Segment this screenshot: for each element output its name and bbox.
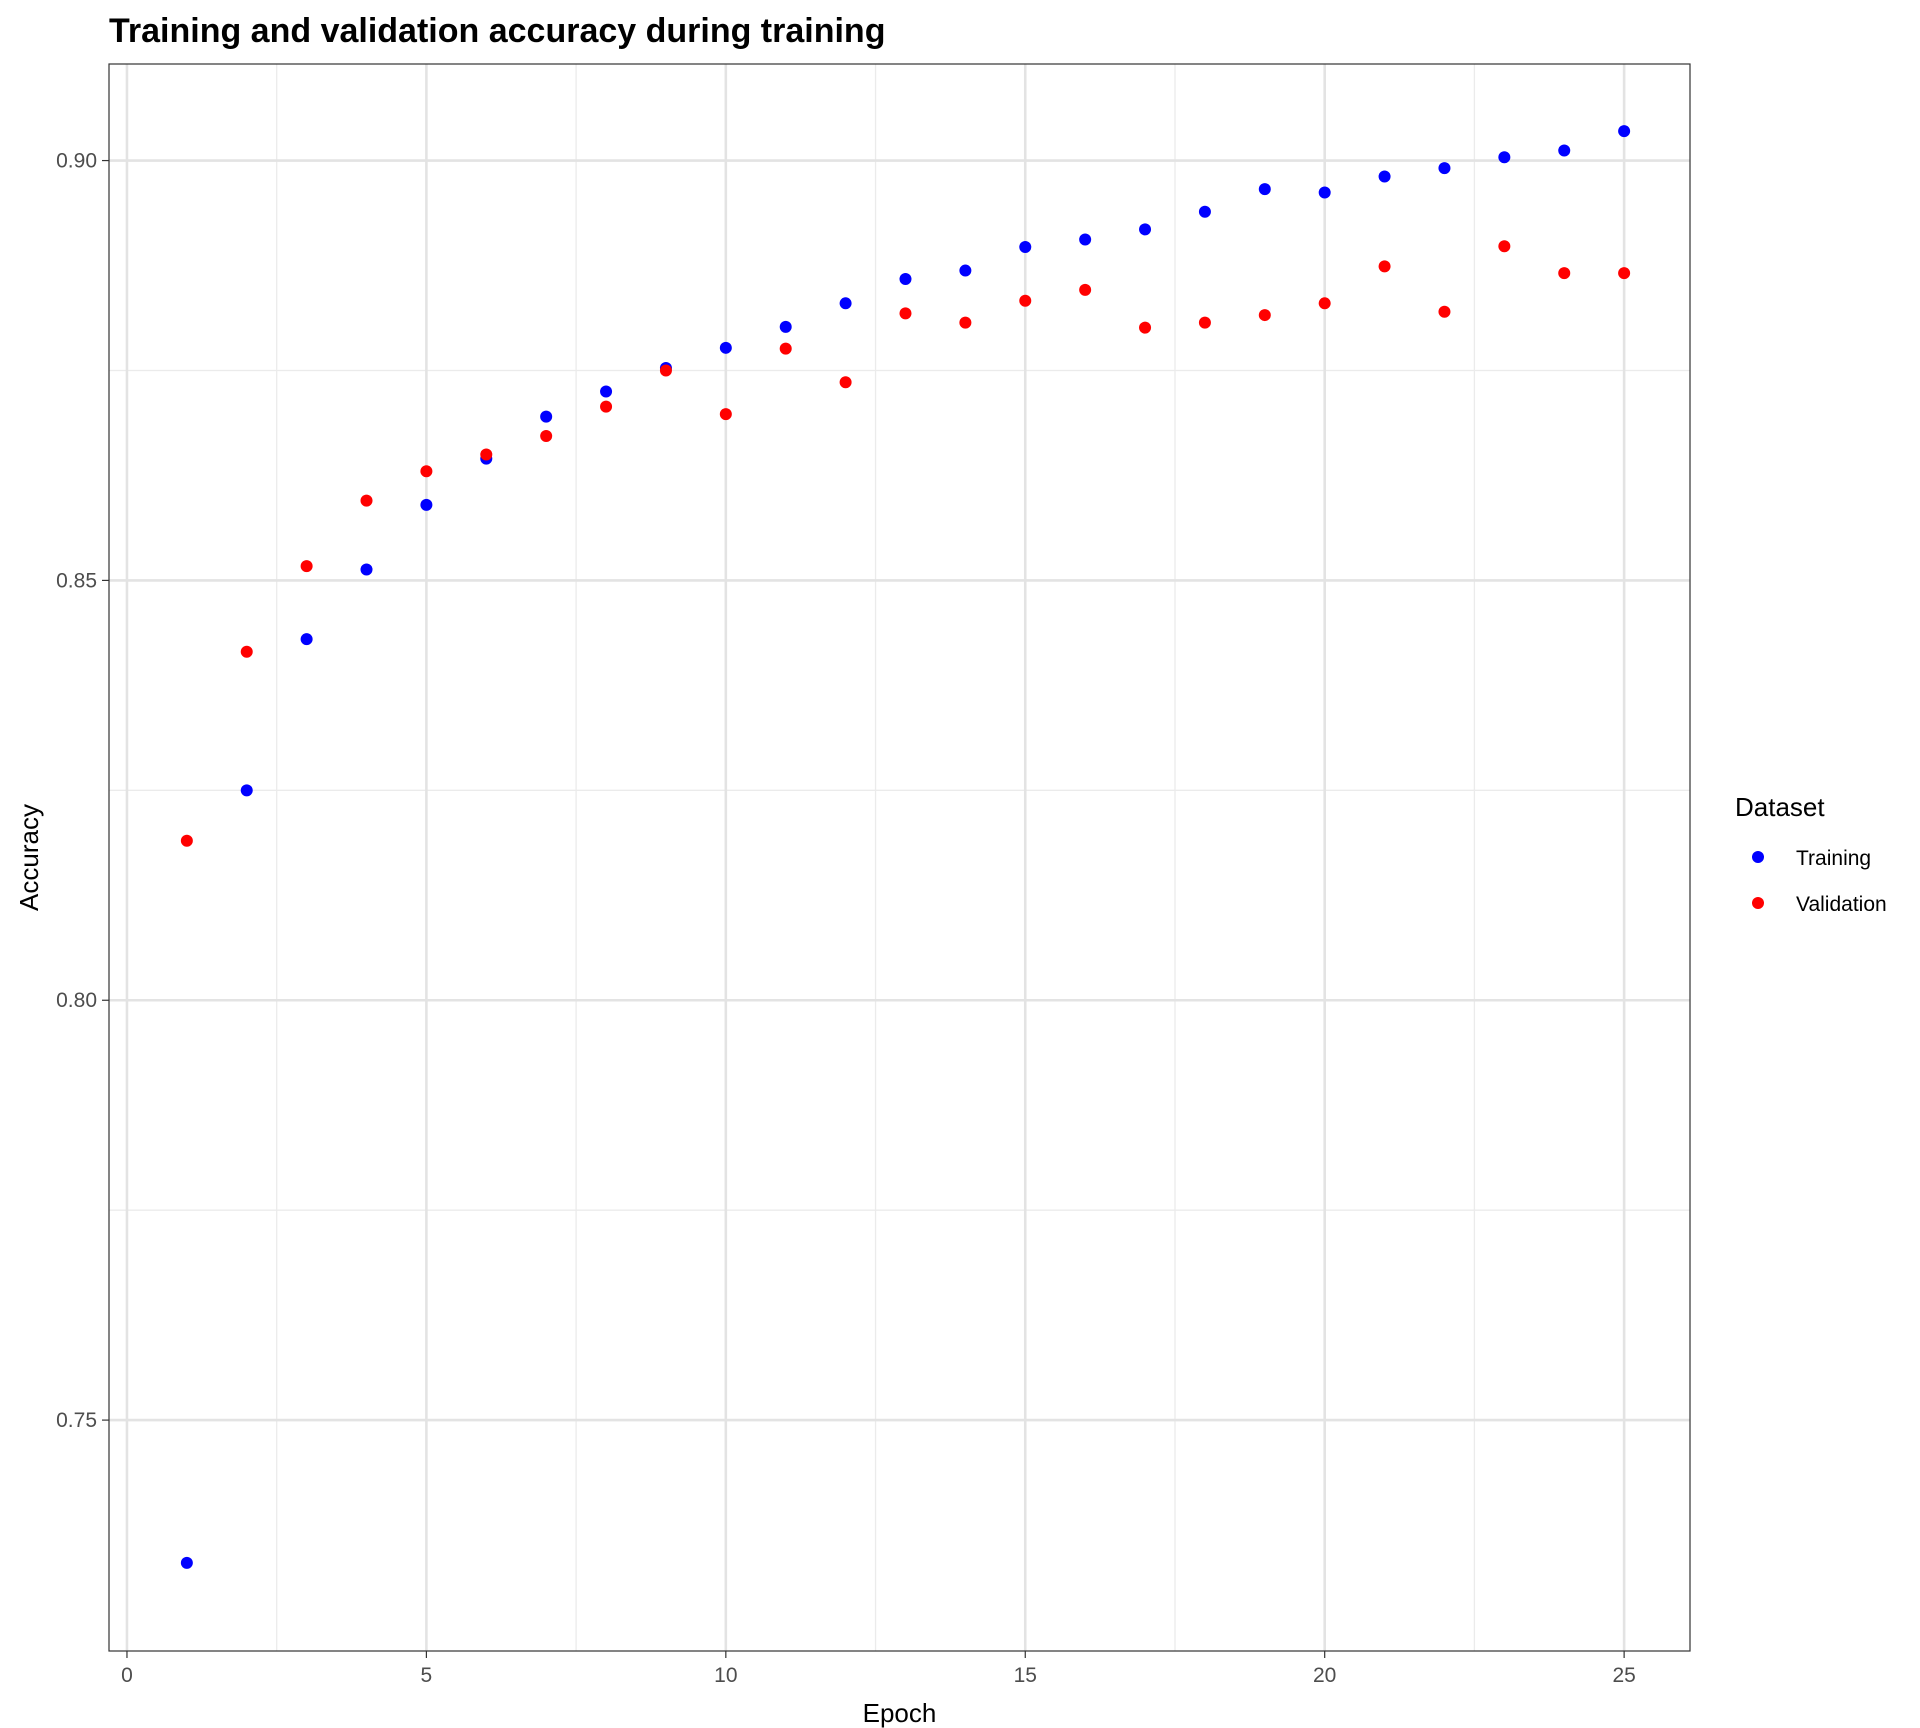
validation-point bbox=[360, 494, 373, 507]
validation-point bbox=[839, 376, 852, 389]
legend: Dataset Training Validation bbox=[1735, 792, 1887, 916]
training-point bbox=[360, 563, 373, 576]
chart-title: Training and validation accuracy during … bbox=[109, 12, 885, 50]
validation-point bbox=[240, 645, 253, 658]
validation-point bbox=[600, 400, 613, 413]
training-point bbox=[1139, 223, 1152, 236]
validation-point bbox=[1019, 294, 1032, 307]
x-tick-label: 25 bbox=[1612, 1664, 1635, 1687]
legend-items: Training Validation bbox=[1752, 847, 1887, 916]
validation-point bbox=[300, 560, 313, 573]
validation-point bbox=[180, 834, 193, 847]
validation-point bbox=[1139, 321, 1152, 334]
training-point bbox=[180, 1556, 193, 1569]
validation-point bbox=[899, 307, 912, 320]
y-tick-label: 0.75 bbox=[56, 1409, 97, 1432]
training-point bbox=[1498, 151, 1511, 164]
plot-panel-border bbox=[108, 63, 1691, 1652]
validation-point bbox=[659, 364, 672, 377]
training-point bbox=[779, 320, 792, 333]
y-tick-label: 0.90 bbox=[56, 150, 97, 173]
training-point bbox=[540, 410, 553, 423]
grid-lines bbox=[109, 64, 1690, 1651]
data-points bbox=[180, 125, 1631, 1569]
training-point bbox=[420, 498, 433, 511]
training-point bbox=[1198, 205, 1211, 218]
training-point bbox=[300, 633, 313, 646]
validation-point bbox=[1558, 267, 1571, 280]
validation-point bbox=[420, 465, 433, 478]
training-point bbox=[839, 297, 852, 310]
validation-point bbox=[1079, 283, 1092, 296]
validation-point bbox=[779, 342, 792, 355]
training-point bbox=[1618, 125, 1631, 138]
legend-title: Dataset bbox=[1735, 792, 1825, 822]
training-point bbox=[959, 264, 972, 277]
legend-label-training: Training bbox=[1796, 847, 1871, 870]
validation-point bbox=[1498, 240, 1511, 253]
x-tick-label: 15 bbox=[1014, 1664, 1037, 1687]
legend-key-validation bbox=[1752, 897, 1764, 909]
training-point bbox=[899, 272, 912, 285]
x-tick-label: 0 bbox=[121, 1664, 133, 1687]
x-tick-label: 20 bbox=[1313, 1664, 1336, 1687]
validation-point bbox=[1378, 260, 1391, 273]
training-point bbox=[240, 784, 253, 797]
x-axis-title: Epoch bbox=[863, 1698, 937, 1728]
x-tick-label: 5 bbox=[421, 1664, 433, 1687]
validation-point bbox=[1618, 267, 1631, 280]
validation-point bbox=[719, 408, 732, 421]
training-point bbox=[1318, 186, 1331, 199]
training-point bbox=[1378, 170, 1391, 183]
validation-point bbox=[1258, 309, 1271, 322]
legend-label-validation: Validation bbox=[1796, 893, 1887, 916]
validation-point bbox=[959, 316, 972, 329]
training-point bbox=[719, 341, 732, 354]
training-point bbox=[1558, 144, 1571, 157]
training-point bbox=[600, 385, 613, 398]
axis-ticks bbox=[102, 159, 1625, 1658]
validation-point bbox=[540, 429, 553, 442]
y-tick-label: 0.80 bbox=[56, 989, 97, 1012]
y-tick-label: 0.85 bbox=[56, 569, 97, 592]
x-tick-label: 10 bbox=[714, 1664, 737, 1687]
y-axis-title: Accuracy bbox=[14, 804, 44, 911]
validation-point bbox=[1438, 305, 1451, 318]
training-point bbox=[1438, 162, 1451, 175]
training-point bbox=[1019, 241, 1032, 254]
axis-tick-labels: 0 5 10 15 20 25 0.75 0.80 0.85 0.90 bbox=[56, 150, 1636, 1687]
validation-point bbox=[1318, 297, 1331, 310]
legend-key-training bbox=[1752, 851, 1764, 863]
validation-point bbox=[480, 448, 493, 461]
validation-point bbox=[1198, 316, 1211, 329]
training-point bbox=[1258, 183, 1271, 196]
training-point bbox=[1079, 233, 1092, 246]
